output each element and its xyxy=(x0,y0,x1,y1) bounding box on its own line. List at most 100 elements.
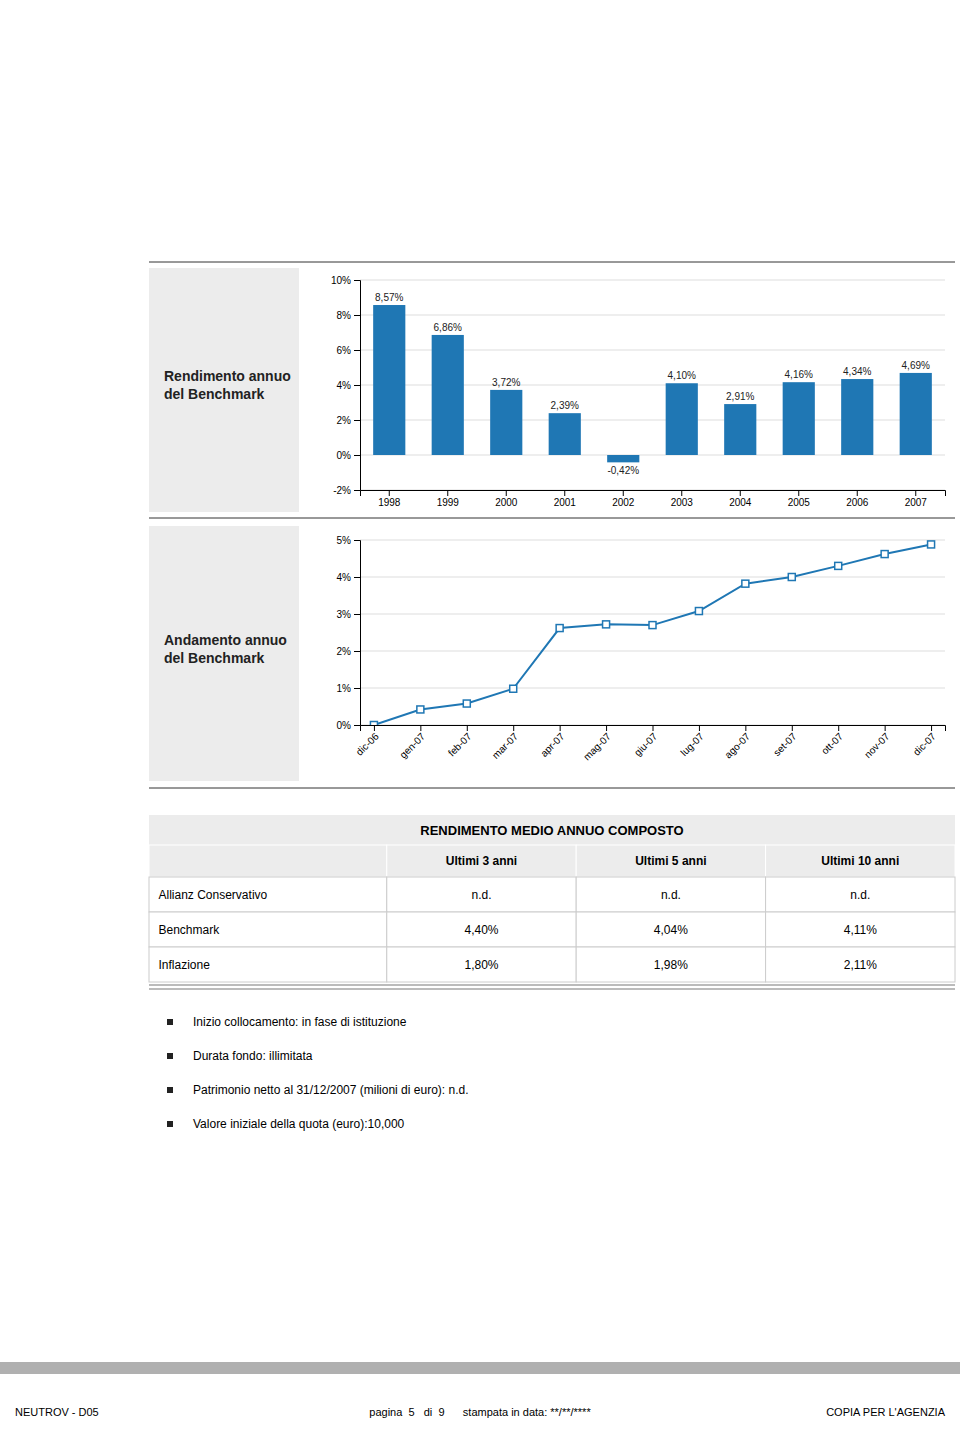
marker xyxy=(695,608,702,615)
bar xyxy=(490,390,522,455)
table-header: Ultimi 3 anni xyxy=(446,854,517,868)
tick-label: 2001 xyxy=(554,497,577,508)
table-cell-bg xyxy=(576,877,765,912)
data-label: 3,72% xyxy=(492,377,520,388)
bar xyxy=(724,404,756,455)
y-axis: 0%1%2%3%4%5% xyxy=(337,535,361,731)
tick-label: 3% xyxy=(337,609,352,620)
marker xyxy=(835,562,842,569)
tick-label: nov-07 xyxy=(862,730,892,760)
table-header: Ultimi 10 anni xyxy=(821,854,899,868)
table-cell: Allianz Conservativo xyxy=(159,888,268,902)
table-cell-bg xyxy=(576,912,765,947)
tick-mark xyxy=(374,725,375,731)
tick-mark xyxy=(354,420,360,421)
table-cell: 4,40% xyxy=(464,923,498,937)
axis-line xyxy=(354,541,361,726)
bullet-text: Inizio collocamento: in fase di istituzi… xyxy=(193,1015,407,1029)
tick-label: 2005 xyxy=(788,497,811,508)
tick-mark xyxy=(513,725,514,731)
axis-line xyxy=(354,281,361,491)
tick: 1% xyxy=(337,683,360,694)
tick-label: 8% xyxy=(337,310,352,321)
tick-mark xyxy=(798,490,799,496)
grid xyxy=(360,280,945,490)
table-header-cell xyxy=(576,845,765,877)
bar xyxy=(432,335,464,455)
tick-label: apr-07 xyxy=(538,730,567,759)
tick-label: 6% xyxy=(337,345,352,356)
tick: 1998 xyxy=(378,490,401,508)
marker xyxy=(603,621,610,628)
table-cell: n.d. xyxy=(661,888,681,902)
tick-mark xyxy=(606,725,607,731)
axis-line xyxy=(361,726,946,732)
table-cell-bg xyxy=(387,912,576,947)
tick: 8% xyxy=(337,310,360,321)
table-cell: Benchmark xyxy=(159,923,221,937)
tick-mark xyxy=(354,350,360,351)
data-label: 2,39% xyxy=(551,400,579,411)
marker xyxy=(370,722,377,726)
tick-label: 2002 xyxy=(612,497,635,508)
tick-label: dic-07 xyxy=(911,730,938,757)
tick-label: -2% xyxy=(333,485,351,496)
tick-label: 2% xyxy=(337,646,352,657)
bar xyxy=(607,455,639,462)
tick-mark xyxy=(354,315,360,316)
footer-center: pagina 5 di 9 stampata in data: **/**/**… xyxy=(369,1406,591,1418)
tick: 2005 xyxy=(788,490,811,508)
tick: 2004 xyxy=(729,490,752,508)
marker xyxy=(788,574,795,581)
bar xyxy=(666,383,698,455)
tick: 2% xyxy=(337,415,360,426)
x-axis: 1998199920002001200220032004200520062007 xyxy=(361,490,946,508)
bullet-marker xyxy=(167,1087,173,1093)
tick-label: lug-07 xyxy=(678,730,706,758)
marker xyxy=(463,700,470,707)
data-label: 4,16% xyxy=(785,369,813,380)
tick-mark xyxy=(354,385,360,386)
table-cell: 1,98% xyxy=(654,958,688,972)
grid-line xyxy=(360,688,945,689)
tick-mark xyxy=(447,490,448,496)
grid-line xyxy=(360,280,945,281)
plot: -2%0%2%4%6%8%10%199819992000200120022003… xyxy=(331,275,946,508)
data-label: 4,34% xyxy=(843,366,871,377)
table-cell-bg xyxy=(766,947,955,982)
tick-label: gen-07 xyxy=(397,730,427,760)
title-box xyxy=(149,526,299,781)
tick-label: set-07 xyxy=(771,730,799,758)
bullet-marker xyxy=(167,1121,173,1127)
line xyxy=(374,544,931,725)
footer-band xyxy=(0,1362,960,1374)
tick: ago-07 xyxy=(722,725,752,760)
tick-label: dic-06 xyxy=(354,730,381,757)
tick: 0% xyxy=(337,720,360,731)
data-label: 6,86% xyxy=(434,322,462,333)
grid-line xyxy=(360,577,945,578)
tick-label: 1% xyxy=(337,683,352,694)
marks xyxy=(370,541,934,725)
tick-label: 2000 xyxy=(495,497,518,508)
tick-label: mar-07 xyxy=(490,730,520,760)
tick-mark xyxy=(354,577,360,578)
tick: 2001 xyxy=(554,490,577,508)
table-header-cell xyxy=(766,845,955,877)
tick-mark xyxy=(354,280,360,281)
tick-mark xyxy=(354,725,360,726)
tick-label: 1998 xyxy=(378,497,401,508)
tick: apr-07 xyxy=(538,725,567,759)
separator xyxy=(149,518,955,519)
table-cell: Inflazione xyxy=(159,958,211,972)
table-cell-bg xyxy=(149,947,387,982)
tick-mark xyxy=(354,651,360,652)
tick-mark xyxy=(560,725,561,731)
tick-mark xyxy=(389,490,390,496)
table-cell: 4,04% xyxy=(654,923,688,937)
tick: 5% xyxy=(337,535,360,546)
y-axis: -2%0%2%4%6%8%10% xyxy=(331,275,361,496)
tick-label: 2006 xyxy=(846,497,869,508)
tick-label: 0% xyxy=(337,450,352,461)
tick-label: 5% xyxy=(337,535,352,546)
